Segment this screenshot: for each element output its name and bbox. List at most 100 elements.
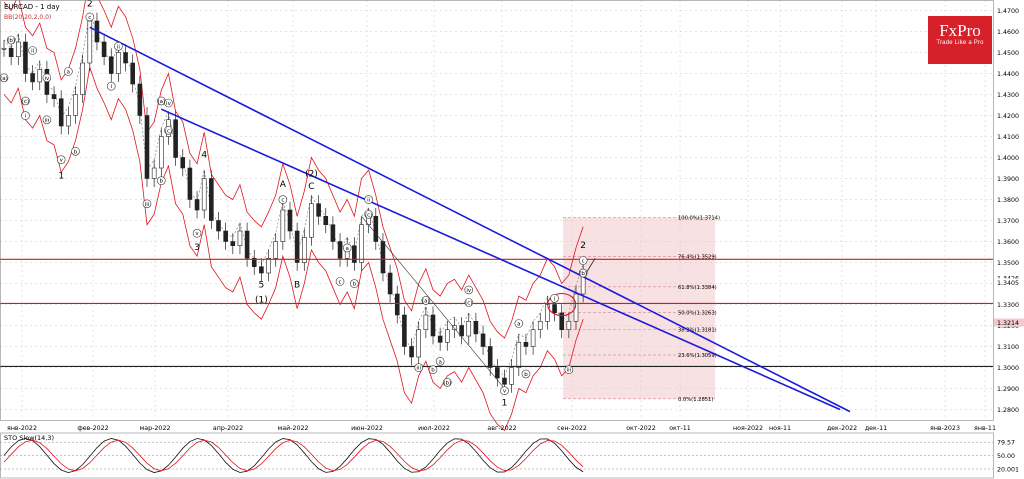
wave-label: i: [110, 84, 112, 90]
candle-up: [37, 69, 43, 83]
wave-label-circle: [421, 296, 431, 305]
candle-up: [309, 203, 314, 238]
candle-down: [487, 346, 493, 368]
wave-label: (a): [157, 99, 165, 105]
candle-down: [51, 94, 57, 99]
wave-label: v: [503, 389, 507, 395]
wave-label: ii: [367, 198, 371, 204]
wave-label: iii: [416, 366, 421, 372]
wave-label-circle: [85, 12, 95, 22]
x-tick-label: янв-2023: [930, 425, 960, 432]
wave-label: a: [67, 70, 70, 76]
wave-label-circle: [335, 277, 345, 286]
wave-label: 1: [502, 398, 508, 408]
candle-up: [15, 41, 21, 57]
candle-down: [251, 257, 257, 267]
wave-label: B: [294, 281, 300, 291]
candle-down: [316, 203, 321, 217]
y-tick-label: 1.3300: [997, 302, 1019, 309]
candle-up: [423, 314, 429, 330]
trend-lines: [0, 26, 993, 413]
x-tick-label: июл-2022: [418, 425, 450, 432]
bollinger-bands: [3, 0, 584, 432]
highlight-circle: [547, 292, 577, 317]
candle-down: [8, 47, 14, 57]
candle-up: [416, 329, 422, 358]
wave-label: 2: [580, 241, 586, 251]
price-label: 1.3214: [997, 320, 1019, 327]
wave-label: 4: [201, 151, 207, 161]
wave-label-circle: [521, 369, 531, 379]
wave-label-circle: [342, 243, 352, 253]
candle-down: [480, 333, 486, 347]
candle-up: [116, 52, 121, 74]
candle-down: [337, 241, 343, 259]
wave-label: iii: [45, 118, 50, 124]
wave-label: iv: [45, 76, 51, 82]
symbol-label: EURCAD - 1 day: [4, 3, 60, 11]
y-tick-label: 1.3100: [997, 344, 1019, 351]
wave-label: v: [60, 158, 64, 164]
candle-down: [30, 73, 35, 83]
candle-up: [201, 178, 207, 211]
wave-label: iii: [145, 202, 150, 208]
candle-down: [459, 325, 464, 337]
logo-brand: FxPro: [939, 21, 981, 40]
candle-down: [209, 178, 214, 221]
wave-label-circle: [157, 176, 166, 185]
wave-label: v: [195, 231, 199, 237]
y-tick-label: 1.4500: [997, 50, 1019, 57]
bb-label: BB(20,20,2,0,0): [4, 14, 51, 21]
x-tick-label: янв-2022: [7, 425, 37, 432]
candle-up: [359, 224, 364, 263]
wave-label-circle: [21, 96, 30, 106]
candle-up: [280, 209, 286, 242]
candle-down: [259, 266, 264, 274]
candle-down: [173, 119, 178, 158]
wave-label-circle: [564, 365, 574, 375]
candle-down: [294, 230, 300, 263]
wave-label: c: [88, 15, 91, 21]
fib-level-label: 0.0%(1.2851): [678, 397, 713, 403]
wave-label: b: [160, 179, 164, 185]
candle-up: [530, 329, 536, 347]
wave-label-circle: [414, 363, 424, 372]
wave-label: (c): [165, 128, 172, 134]
projection-arrow: [585, 258, 596, 274]
wave-label-circle: [464, 285, 474, 295]
candle-down: [123, 52, 128, 64]
wave-label-circle: [442, 377, 452, 387]
wave-label-circle: [364, 195, 373, 204]
sto-tick-label: 79.57: [997, 440, 1015, 447]
y-tick-label: 1.3900: [997, 176, 1019, 183]
channel-line: [361, 216, 505, 389]
candle-down: [187, 167, 193, 200]
candle-down: [101, 41, 107, 57]
wave-label-circle: [64, 67, 73, 76]
wave-label: (a): [422, 298, 430, 304]
wave-label: iv: [466, 288, 472, 294]
candle-down: [144, 115, 150, 179]
candle-up: [466, 320, 472, 337]
wave-label-circle: [164, 98, 173, 108]
y-tick-label: 1.4200: [997, 113, 1019, 120]
wave-label-circle: [28, 46, 37, 55]
price-label: 1.3405: [997, 280, 1019, 287]
wave-label: b: [431, 368, 435, 374]
candle-down: [373, 216, 379, 242]
x-tick-label: май-2022: [278, 424, 309, 432]
candle-down: [495, 367, 500, 379]
wave-label-circle: [578, 256, 588, 265]
wave-label-circle: [56, 155, 66, 164]
wave-label-circle: [435, 356, 445, 366]
candle-down: [559, 312, 565, 330]
wave-label: (b): [579, 271, 587, 277]
wave-label-circle: [42, 115, 52, 125]
wave-label: i: [554, 296, 556, 302]
wave-label: 3: [194, 243, 200, 253]
x-tick-label: фев-2022: [77, 425, 108, 432]
candle-up: [566, 320, 572, 330]
wave-label: (2): [305, 169, 318, 179]
candle-up: [66, 115, 71, 127]
